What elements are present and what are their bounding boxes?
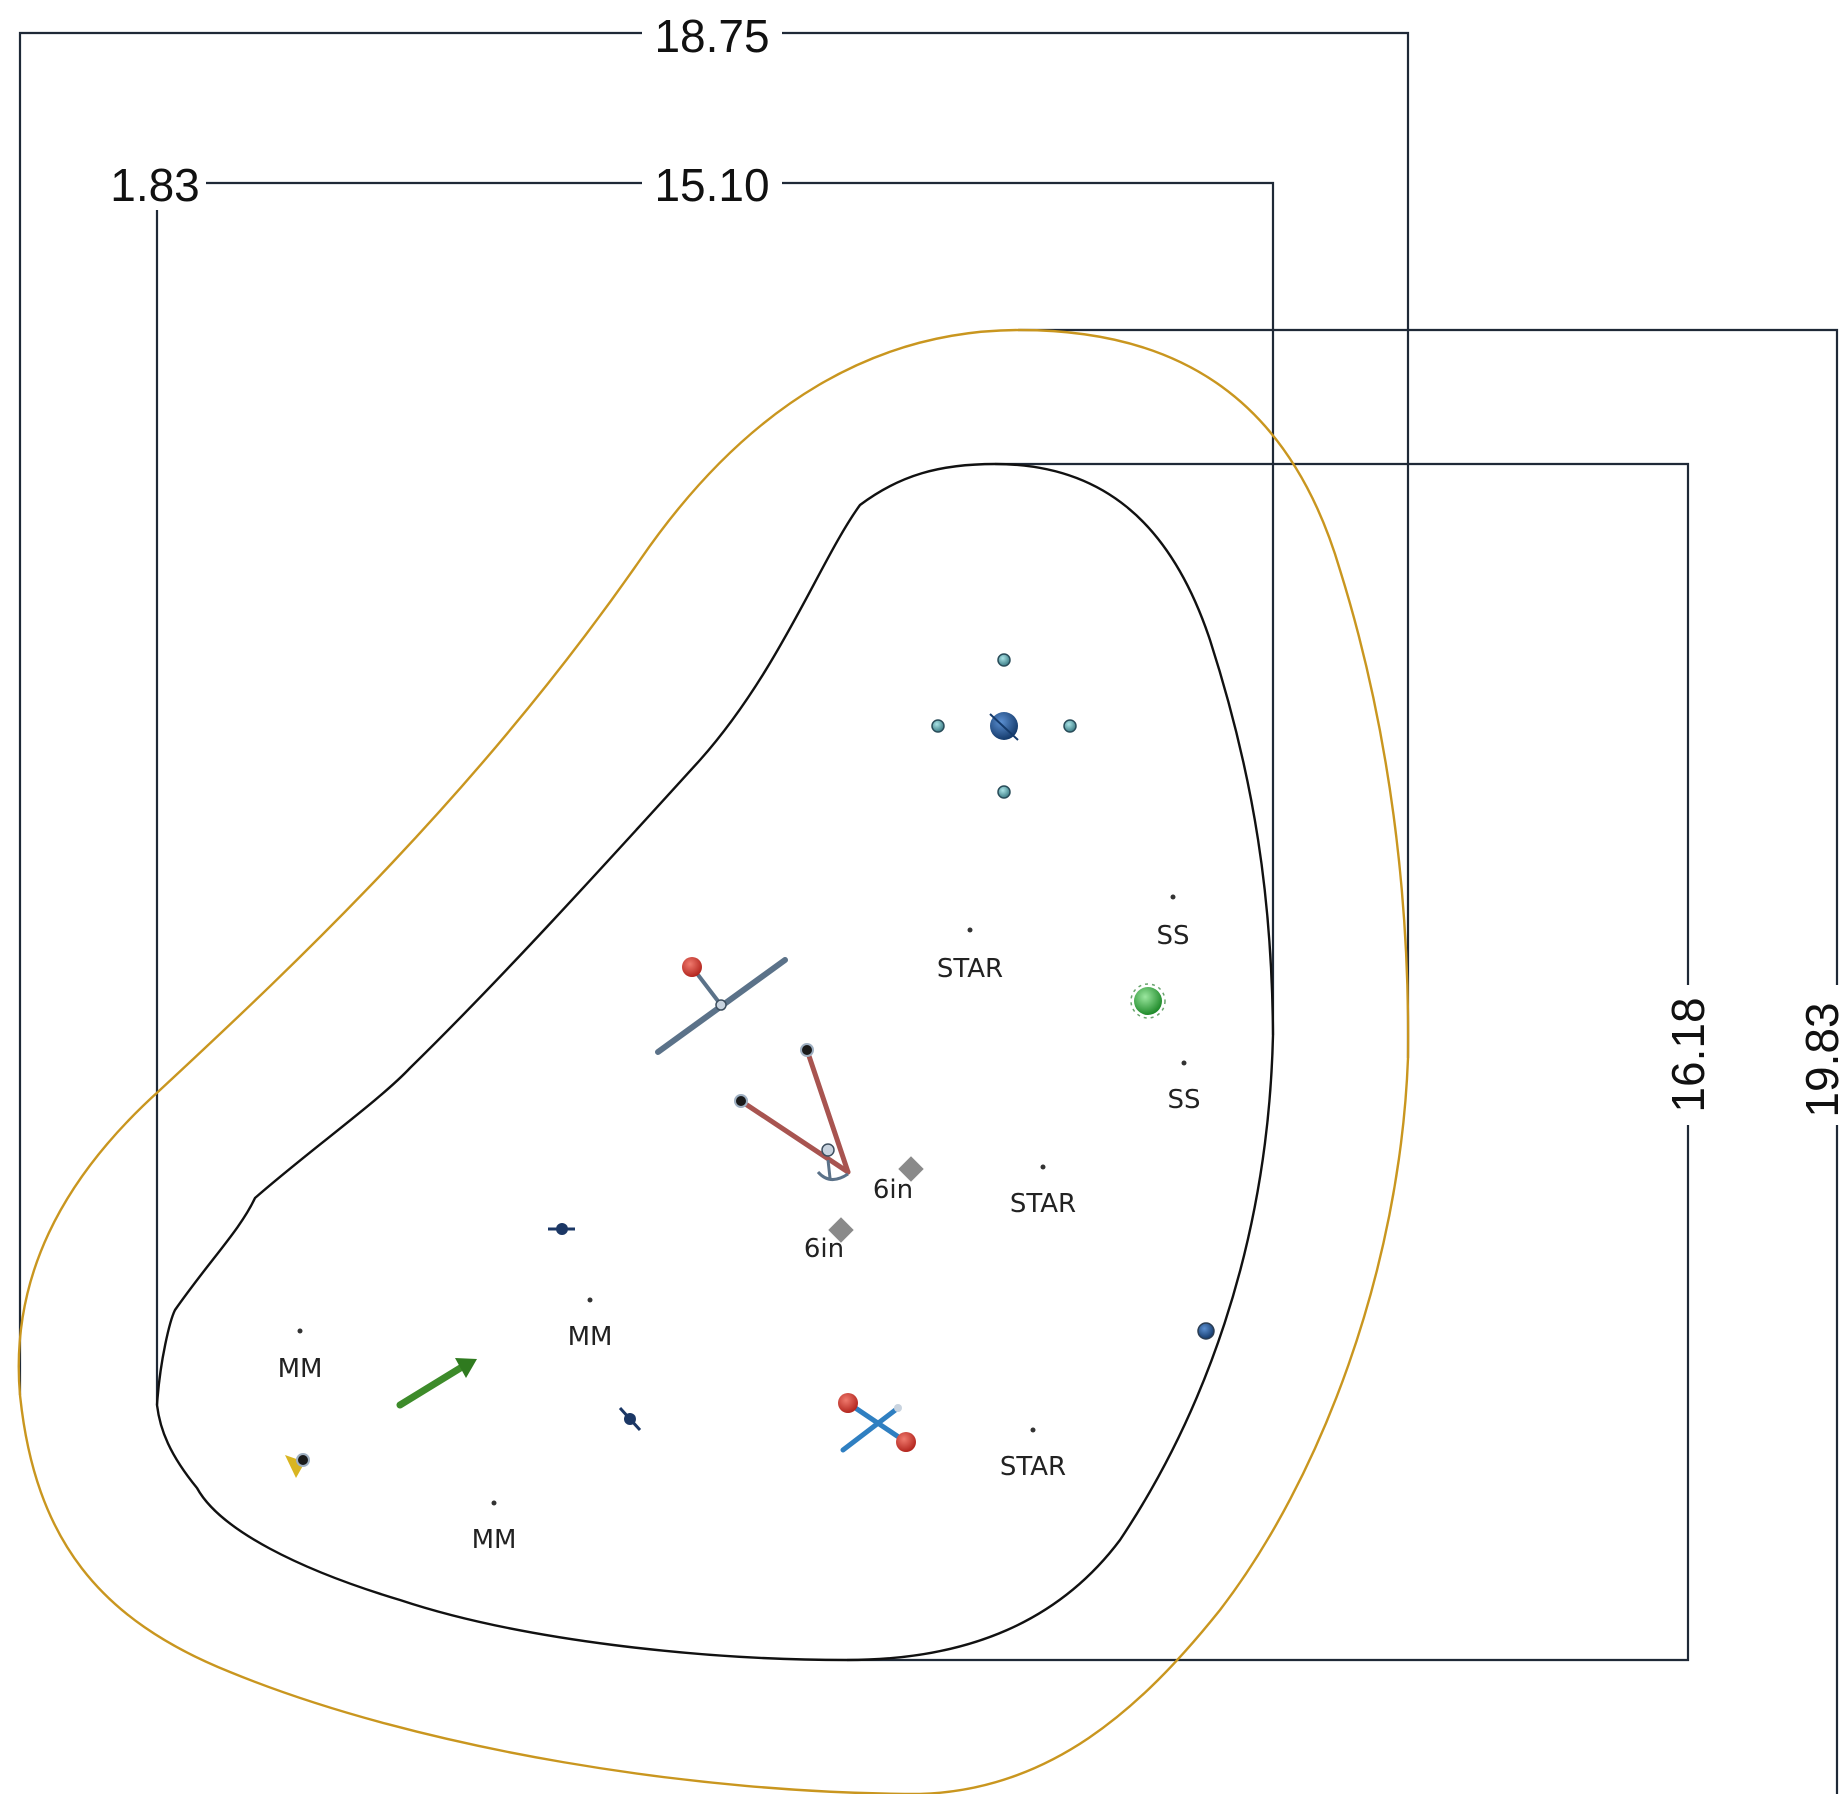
outer-boundary: [17, 328, 1410, 1794]
navy-marker-icon: [548, 1223, 575, 1235]
mm-point-3: [491, 1500, 497, 1506]
inner-offset-value: 1.83: [110, 159, 200, 211]
mm-label-3: MM: [472, 1525, 517, 1555]
yellow-marker-icon: [285, 1453, 310, 1478]
inner-depth-text-knockout: [1662, 985, 1714, 1125]
red-ball-icon: [682, 957, 702, 977]
mm-label-1: MM: [278, 1354, 323, 1384]
anchor-icon: [816, 1159, 849, 1181]
slate-bar-with-red-ball: [655, 957, 788, 1055]
outer-depth-value: 19.83: [1796, 1002, 1839, 1117]
green-sphere-stand: [1130, 983, 1166, 1019]
star-point-3: [1030, 1427, 1036, 1433]
star-point-2: [1040, 1164, 1046, 1170]
ss-point-1: [1170, 894, 1176, 900]
small-sphere-icon: [1063, 719, 1077, 733]
inner-offset-text-knockout: [98, 158, 206, 210]
inner-width-text-knockout: [642, 158, 782, 210]
green-arrow-icon: [396, 1358, 477, 1409]
mm-label-2: MM: [568, 1322, 613, 1352]
inner-width-dimension-line: [155, 181, 1275, 1405]
small-sphere-icon: [931, 719, 945, 733]
outer-width-dimension-line: [18, 31, 1410, 1395]
center-sphere-stand: [931, 653, 1077, 799]
dark-sphere-icon: [1197, 1322, 1215, 1340]
inner-boundary: [155, 462, 1275, 1662]
red-v-bars: [734, 1043, 851, 1181]
outer-depth-dimension-line: [1018, 328, 1839, 1794]
inner-depth-value: 16.18: [1662, 997, 1714, 1112]
inner-depth-dimension-line: [847, 462, 1690, 1662]
star-label-3: STAR: [1000, 1452, 1066, 1482]
mm-point-1: [297, 1328, 303, 1334]
mm-point-2: [587, 1297, 593, 1303]
star-label-2: STAR: [1010, 1189, 1076, 1219]
small-sphere-icon: [997, 653, 1011, 667]
outer-depth-text-knockout: [1811, 985, 1839, 1125]
red-ball-icon: [896, 1432, 916, 1452]
outer-width-value: 18.75: [654, 10, 769, 62]
star-point-1: [967, 927, 973, 933]
outer-width-text-knockout: [642, 8, 782, 60]
blue-barbell: [838, 1393, 916, 1453]
ss-point-2: [1181, 1060, 1187, 1066]
star-label-1: STAR: [937, 954, 1003, 984]
six-in-label-1: 6in: [873, 1175, 913, 1205]
six-in-label-2: 6in: [804, 1234, 844, 1264]
green-sphere-icon: [1134, 987, 1162, 1015]
small-sphere-icon: [997, 785, 1011, 799]
red-ball-icon: [838, 1393, 858, 1413]
ss-label-1: SS: [1156, 921, 1189, 951]
ss-label-2: SS: [1167, 1085, 1200, 1115]
navy-marker-icon: [618, 1406, 642, 1432]
inner-width-value: 15.10: [654, 159, 769, 211]
